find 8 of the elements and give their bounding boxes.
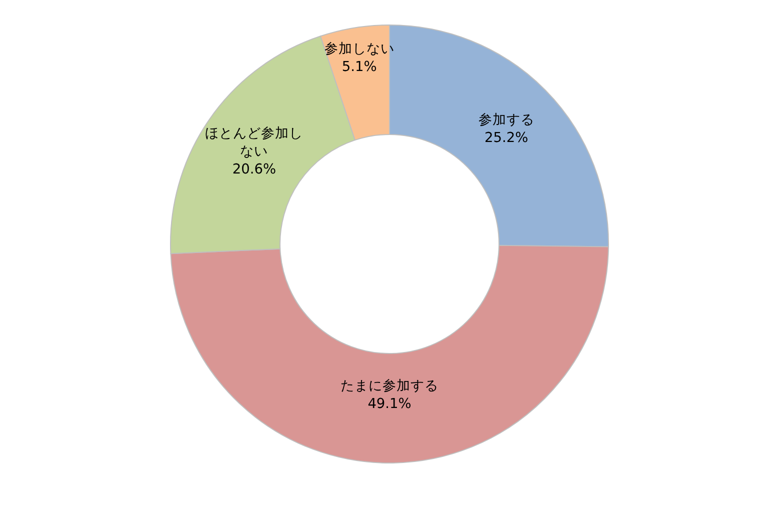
data-label: 5.1% bbox=[342, 59, 377, 76]
slice-label: たまに参加する bbox=[340, 378, 438, 394]
data-label: 49.1% bbox=[368, 396, 412, 412]
data-label: 25.2% bbox=[484, 130, 528, 146]
slice-label: ほとんど参加しない bbox=[205, 126, 304, 160]
data-label: 20.6% bbox=[232, 161, 276, 178]
slice-label: 参加する bbox=[478, 112, 534, 128]
slice-label: 参加しない bbox=[324, 41, 394, 58]
